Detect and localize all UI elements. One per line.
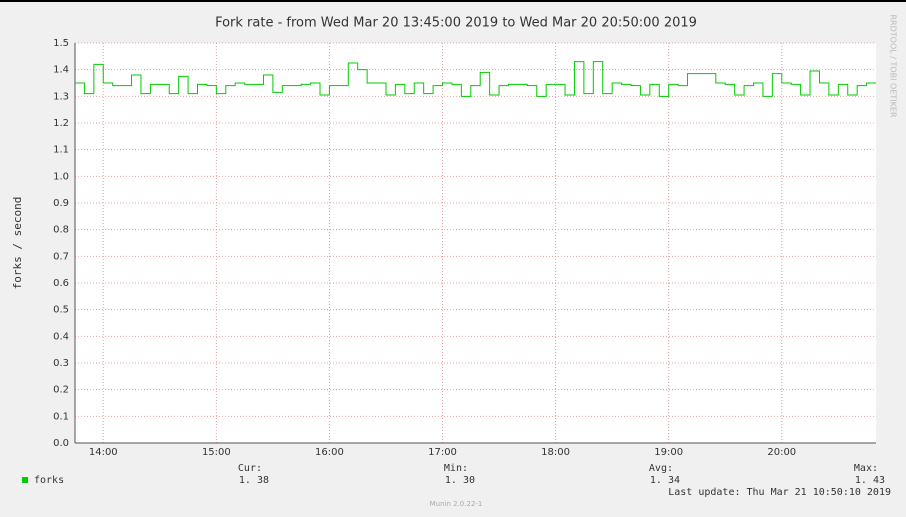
last-update: Last update: Thu Mar 21 10:50:10 2019: [668, 487, 891, 498]
y-tick-label: 0.8: [53, 225, 69, 236]
y-tick-label: 0.5: [53, 305, 69, 316]
y-tick-label: 1.2: [53, 118, 69, 129]
y-tick-label: 1.0: [53, 171, 69, 182]
stat-label: Min:: [444, 463, 468, 474]
y-tick-label: 0.6: [53, 278, 69, 289]
y-axis-label: forks / second: [11, 197, 24, 290]
stat-label: Avg:: [649, 463, 673, 474]
legend-label: forks: [34, 475, 64, 486]
y-tick-label: 0.4: [53, 331, 69, 342]
stat-value: 1. 43: [855, 475, 885, 486]
y-tick-label: 1.1: [53, 145, 69, 156]
stat-label: Max:: [854, 463, 878, 474]
chart-title: Fork rate - from Wed Mar 20 13:45:00 201…: [215, 16, 697, 31]
y-tick-label: 0.3: [53, 358, 69, 369]
y-tick-label: 1.4: [53, 65, 69, 76]
top-border: [0, 0, 906, 2]
stat-label: Cur:: [238, 463, 262, 474]
x-tick-label: 15:00: [202, 447, 231, 458]
y-tick-label: 0.2: [53, 385, 69, 396]
series-line: [75, 61, 876, 97]
x-tick-label: 19:00: [654, 447, 683, 458]
y-tick-label: 0.7: [53, 251, 69, 262]
y-tick-label: 0.1: [53, 411, 69, 422]
legend-swatch: [22, 477, 28, 483]
x-tick-label: 17:00: [428, 447, 457, 458]
y-tick-label: 1.3: [53, 91, 69, 102]
x-tick-label: 14:00: [89, 447, 118, 458]
y-tick-label: 0.9: [53, 198, 69, 209]
stat-value: 1. 30: [445, 475, 475, 486]
watermark: RRDTOOL / TOBI OETIKER: [889, 14, 898, 117]
x-tick-label: 20:00: [767, 447, 796, 458]
x-tick-label: 18:00: [541, 447, 570, 458]
footer: Munin 2.0.22-1: [430, 500, 483, 508]
stat-value: 1. 38: [239, 475, 269, 486]
stat-value: 1. 34: [650, 475, 680, 486]
x-tick-label: 16:00: [315, 447, 344, 458]
y-tick-label: 1.5: [53, 38, 69, 49]
plot-area: [75, 43, 876, 443]
y-tick-label: 0.0: [53, 438, 69, 449]
